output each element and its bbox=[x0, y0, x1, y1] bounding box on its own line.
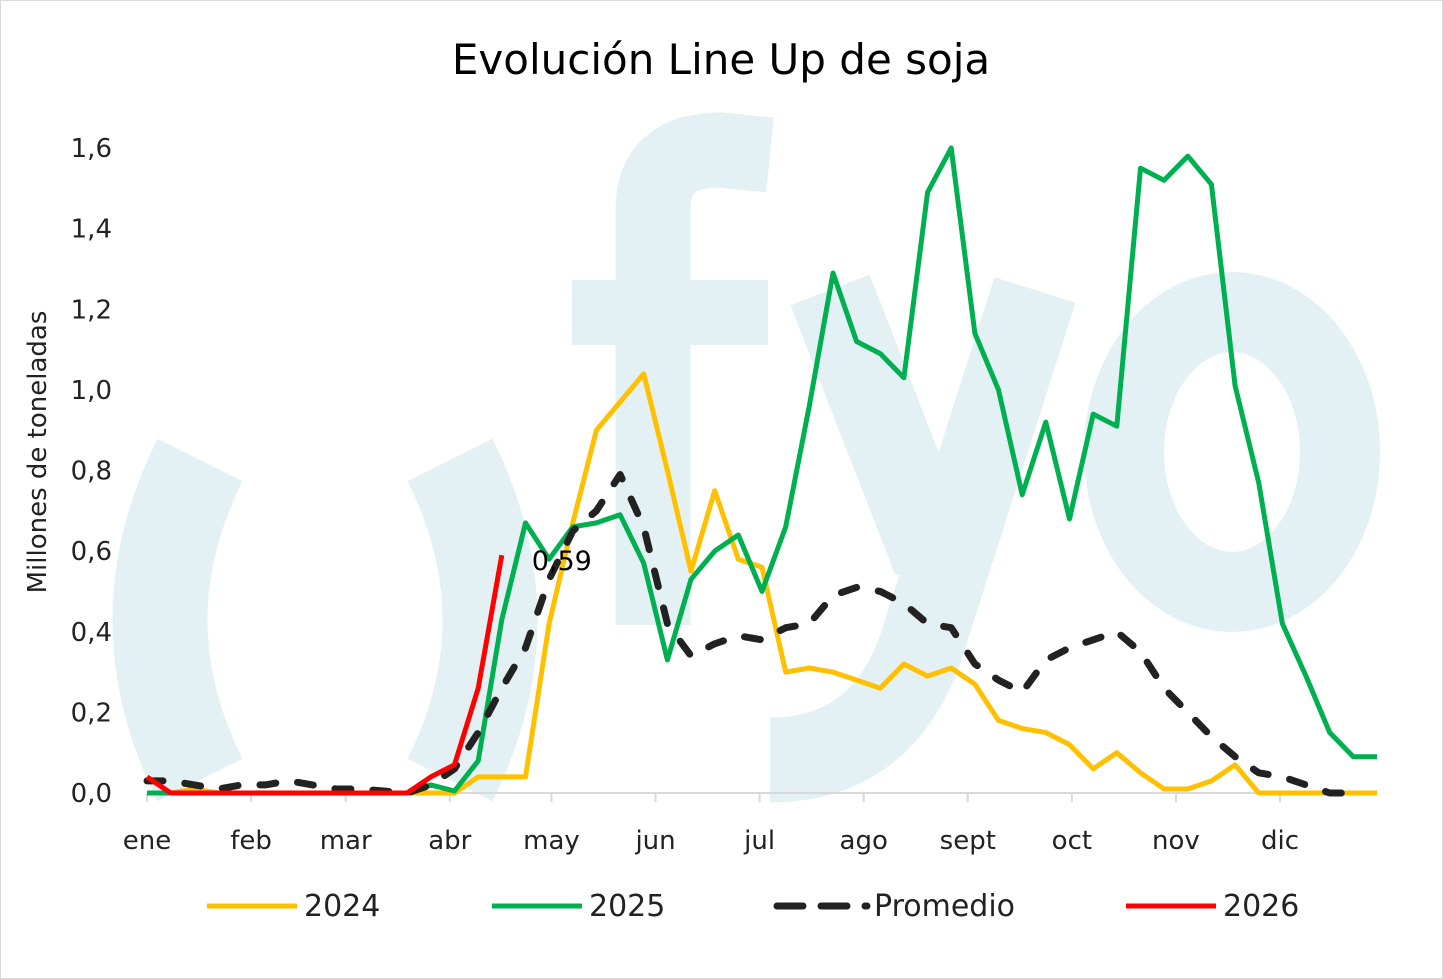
x-tick-label: may bbox=[523, 826, 580, 856]
y-tick-label: 0,4 bbox=[71, 618, 112, 648]
y-axis-label: Millones de toneladas bbox=[23, 311, 53, 594]
chart-title: Evolución Line Up de soja bbox=[452, 35, 990, 84]
x-tick-label: mar bbox=[320, 826, 372, 856]
x-tick-label: dic bbox=[1261, 826, 1299, 856]
legend-label-2026: 2026 bbox=[1223, 889, 1299, 924]
watermark-letter-f-bar bbox=[572, 280, 768, 345]
legend-label-promedio: Promedio bbox=[874, 889, 1015, 924]
y-tick-label: 1,0 bbox=[71, 376, 112, 406]
watermark-letter-o bbox=[1084, 272, 1380, 632]
y-tick-label: 0,0 bbox=[71, 779, 112, 809]
x-tick-label: jul bbox=[743, 826, 775, 856]
y-tick-label: 1,4 bbox=[71, 215, 112, 245]
fyo-watermark-logo bbox=[112, 112, 1380, 803]
y-tick-label: 0,2 bbox=[71, 698, 112, 728]
watermark-letter-y-right bbox=[768, 277, 1076, 803]
series-line-2026 bbox=[145, 554, 505, 796]
x-tick-label: sept bbox=[940, 826, 996, 856]
y-tick-label: 1,6 bbox=[71, 134, 112, 164]
x-tick-label: ene bbox=[123, 826, 171, 856]
watermark-left-paren bbox=[112, 438, 243, 802]
series-line-promedio bbox=[143, 471, 1357, 797]
y-tick-label: 1,2 bbox=[71, 295, 112, 325]
series-line-2025 bbox=[147, 145, 1377, 796]
watermark-letter-y-left bbox=[790, 274, 975, 576]
x-tick-label: ago bbox=[840, 826, 888, 856]
watermark-letter-f-stem bbox=[615, 112, 774, 625]
x-tick-label: abr bbox=[428, 826, 471, 856]
data-label: 0,59 bbox=[532, 546, 592, 577]
legend-label-2025: 2025 bbox=[589, 889, 665, 924]
x-tick-label: jun bbox=[634, 826, 675, 856]
y-tick-label: 0,6 bbox=[71, 537, 112, 567]
x-tick-label: oct bbox=[1052, 826, 1092, 856]
y-tick-label: 0,8 bbox=[71, 457, 112, 487]
x-tick-label: nov bbox=[1152, 826, 1200, 856]
x-tick-label: feb bbox=[230, 826, 272, 856]
legend-label-2024: 2024 bbox=[304, 889, 380, 924]
